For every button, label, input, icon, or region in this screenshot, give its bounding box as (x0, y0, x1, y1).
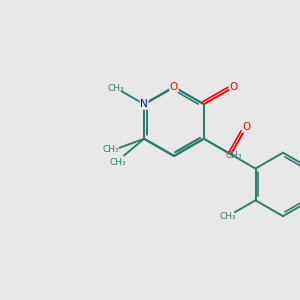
Text: CH₃: CH₃ (102, 145, 119, 154)
Text: N: N (140, 99, 148, 109)
Text: O: O (242, 122, 250, 132)
Text: O: O (230, 82, 238, 92)
Text: CH₃: CH₃ (219, 212, 236, 221)
Text: CH₃: CH₃ (108, 83, 124, 92)
Text: CH₃: CH₃ (225, 152, 242, 160)
Text: CH₃: CH₃ (110, 158, 127, 167)
Text: O: O (170, 82, 178, 92)
